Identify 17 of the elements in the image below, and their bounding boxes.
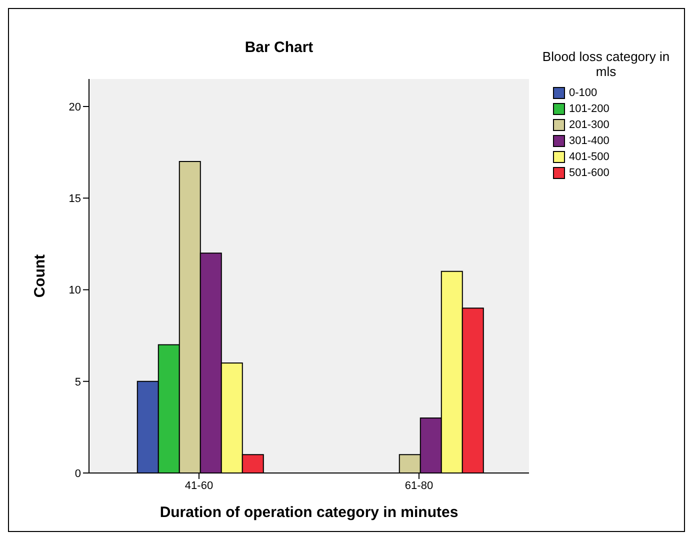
y-axis-title: Count <box>31 254 48 298</box>
y-tick-label: 10 <box>68 284 81 297</box>
y-tick-label: 15 <box>68 193 81 206</box>
x-tick-label: 41-60 <box>184 480 214 492</box>
y-tick-label: 20 <box>68 101 81 114</box>
legend-label: 501-600 <box>569 167 610 179</box>
y-tick-label: 5 <box>74 376 81 388</box>
legend-label: 301-400 <box>569 135 610 147</box>
chart-title: Bar Chart <box>244 39 314 56</box>
x-tick-label: 61-80 <box>404 480 434 492</box>
legend-label: 401-500 <box>569 151 610 163</box>
legend-label: 101-200 <box>569 103 610 115</box>
legend-label: 0-100 <box>569 87 598 99</box>
y-tick-label: 0 <box>74 468 81 480</box>
legend-label: 201-300 <box>569 119 610 131</box>
legend-title: Blood loss category in mls <box>541 49 671 79</box>
x-axis-title: Duration of operation category in minutes <box>160 504 458 521</box>
